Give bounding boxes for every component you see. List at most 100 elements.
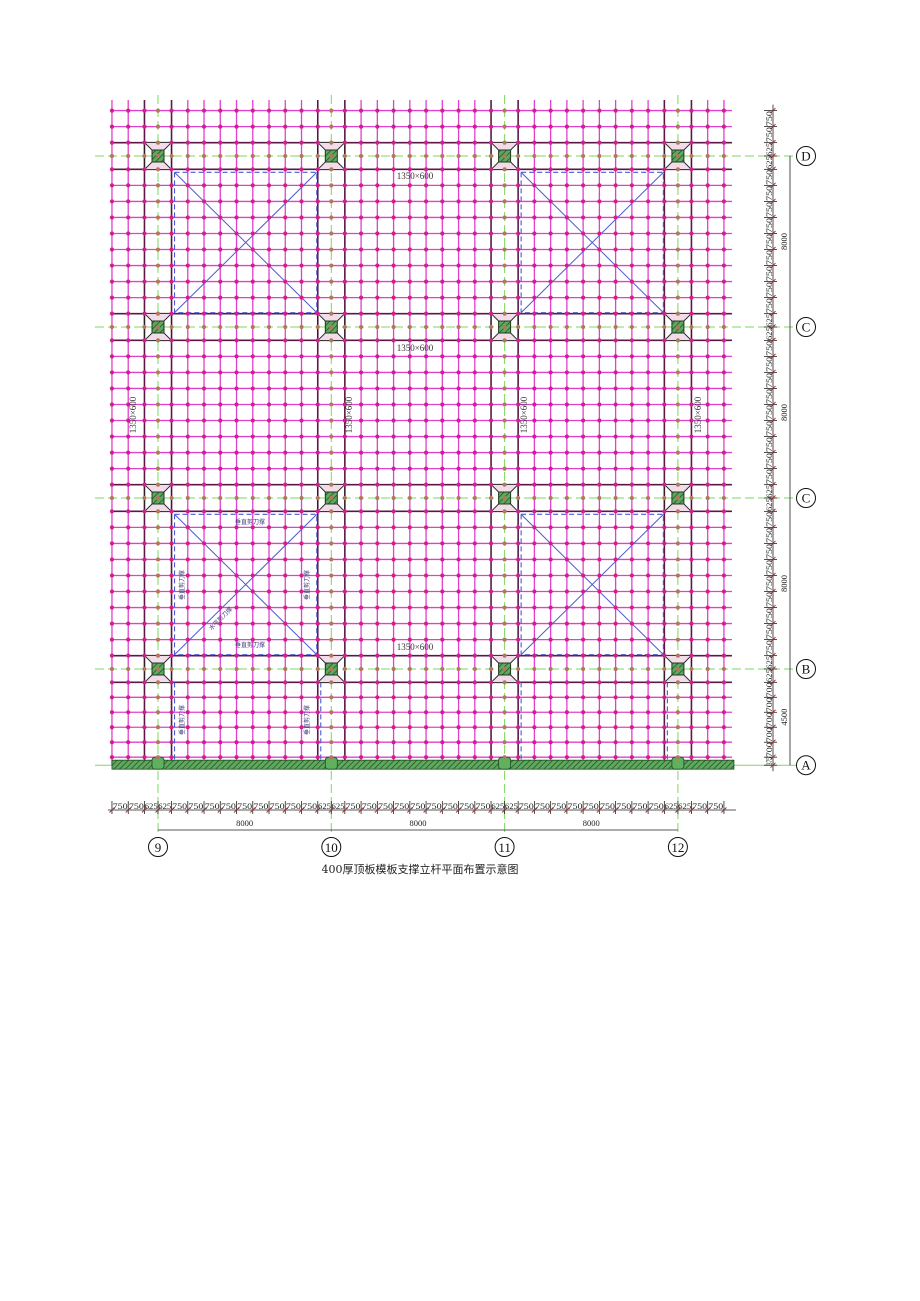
pole-node [646,215,651,220]
pole-node [705,370,710,375]
pole-node [689,231,694,236]
pole-node [155,680,161,685]
pole-node [705,482,710,487]
pole-node [342,153,347,159]
pole-node [689,740,694,745]
pole-node [142,653,147,658]
pole-node [646,666,651,672]
pole-node [705,495,710,501]
pole-node [440,653,445,658]
pole-node [675,695,681,700]
pole-node [675,653,681,658]
pole-node [564,215,569,220]
pole-node [472,541,477,546]
pole-node [342,199,347,204]
pole-node [358,695,364,700]
pole-node [675,557,681,562]
pole-node [675,482,681,487]
pole-node [391,140,396,145]
pole-node [646,573,651,578]
pole-node [502,108,507,113]
pole-node [266,541,272,546]
pole-node [155,450,161,455]
pole-node [169,541,174,546]
pole-node [250,541,255,546]
pole-node [646,495,651,501]
pole-node [440,434,445,439]
pole-node [283,680,288,685]
dimension-value: 750 [764,170,774,185]
pole-node [456,311,461,316]
pole-node [440,605,445,610]
pole-node [721,140,727,145]
pole-node [662,199,667,204]
pole-node [234,495,239,501]
pole-node [613,653,618,658]
pole-node [299,263,304,268]
pole-node [169,215,174,220]
pole-node [548,140,553,145]
pole-node [315,482,320,487]
pole-node [142,573,147,578]
pole-node [142,525,147,530]
dimension-value: 750 [237,801,252,811]
pole-node [646,338,651,343]
pole-node [155,525,161,530]
pole-node [155,370,161,375]
pole-node [532,680,537,685]
pole-node [185,434,190,439]
pole-node [705,557,710,562]
pole-node [516,231,521,236]
pole-node [342,666,347,672]
column-cap [316,654,346,684]
pole-node [299,666,304,672]
pole-node [234,573,239,578]
pole-node [391,354,396,359]
pole-node [155,386,161,391]
pole-node [126,418,131,423]
pole-node [250,695,255,700]
pole-node [689,621,694,626]
pole-node [689,557,694,562]
pole-node [407,666,412,672]
pole-node [532,695,537,700]
axis-label-column: 9 [155,840,162,855]
pole-node [581,167,586,172]
pole-node [266,755,272,760]
pole-node [662,434,667,439]
pole-node [532,402,537,407]
pole-node [440,680,445,685]
pole-node [155,247,161,252]
pole-node [109,108,115,113]
pole-node [564,124,569,129]
pole-node [375,108,380,113]
pole-node [109,279,115,284]
dimension-value: 750 [221,801,236,811]
pole-node [548,621,553,626]
pole-node [423,279,429,284]
pole-node [234,370,239,375]
pole-node [516,434,521,439]
pole-node [234,386,239,391]
pole-node [142,695,147,700]
pole-node [705,621,710,626]
pole-node [502,755,507,760]
pole-node [423,666,429,672]
pole-node [234,215,239,220]
pole-node [675,710,681,715]
pole-node [597,418,602,423]
pole-node [407,153,412,159]
pole-node [234,605,239,610]
pole-node [169,124,174,129]
pole-node [218,199,223,204]
pole-node [597,215,602,220]
pole-node [283,450,288,455]
dimension-value: 750 [764,640,774,655]
pole-node [502,525,507,530]
pole-node [581,124,586,129]
pole-node [218,153,223,159]
pole-node [358,525,364,530]
pole-node [155,755,161,760]
span-dimension-value: 8000 [409,818,426,828]
pole-node [532,354,537,359]
